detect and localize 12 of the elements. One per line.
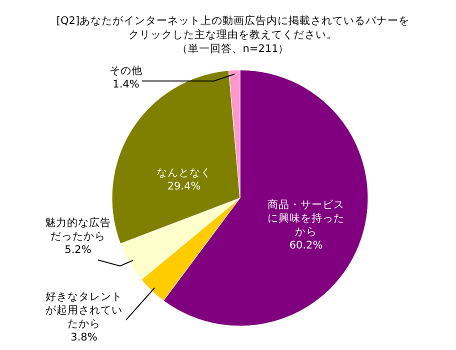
data-label: 5.2%	[64, 244, 92, 256]
slice-label: 好きなタレントが起用されていたから	[46, 291, 122, 330]
data-label: 1.4%	[112, 78, 140, 90]
data-label: 60.2%	[289, 240, 323, 252]
data-label: 3.8%	[70, 332, 98, 344]
chart-subtitle: （単一回答、n=211）	[176, 43, 290, 55]
data-label: 29.4%	[167, 180, 201, 192]
chart-title: [Q2]あなたがインターネット上の動画広告内に掲載されているバナーをクリックした主な理由を教えてください。	[56, 14, 410, 41]
slice-label: 魅力的な広告だったから	[45, 216, 111, 242]
slice-label: その他	[110, 65, 142, 77]
slice-label: なんとなく	[156, 167, 212, 179]
slice-label: 商品・サービスに興味を持ったから	[268, 198, 344, 238]
